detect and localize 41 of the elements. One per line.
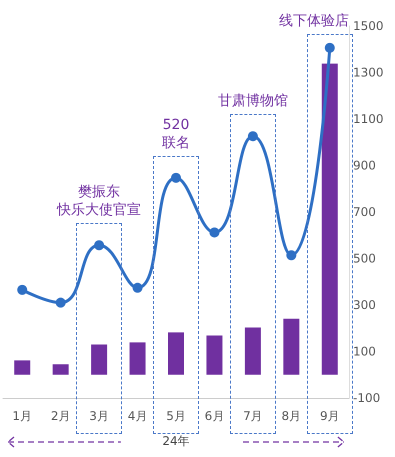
point (209, 227, 220, 238)
point (324, 42, 335, 53)
bar (244, 328, 261, 375)
point (132, 282, 143, 293)
x-tick-label: 4月 (128, 409, 148, 423)
y-tick-label: 1300 (353, 66, 384, 80)
annotation: 甘肃博物馆 (218, 93, 288, 110)
bar (91, 344, 108, 375)
annotation: 520联名 (162, 116, 190, 151)
point (171, 172, 181, 183)
bar (168, 332, 184, 375)
bar (322, 64, 338, 375)
x-tick-label: 7月 (243, 409, 263, 423)
y-tick-label: 500 (353, 252, 376, 266)
y-tick-label: 1100 (353, 112, 384, 126)
bar (14, 360, 30, 375)
y-tick-label: 900 (353, 158, 376, 172)
x-tick-label: 8月 (282, 409, 302, 423)
x-tick-label: 2月 (50, 409, 70, 423)
x-tick-label: 6月 (204, 409, 224, 423)
annotation: 线下体验店 (279, 13, 349, 29)
bar (283, 318, 300, 375)
point (248, 131, 258, 142)
x-tick-label: 9月 (320, 409, 340, 423)
y-tick-label: 700 (353, 205, 376, 219)
x-tick-label: 5月 (166, 409, 186, 423)
point (17, 284, 28, 295)
annotation: 樊振东快乐大使官宣 (56, 184, 142, 218)
y-tick-label: -100 (353, 391, 380, 405)
x-tick-label: 3月 (89, 409, 109, 423)
y-tick-label: 300 (353, 298, 376, 312)
bar (130, 342, 146, 375)
x-axis-title: 24年 (162, 434, 190, 448)
point (56, 298, 66, 308)
point (94, 240, 104, 250)
y-tick-label: 100 (353, 344, 376, 358)
bar (206, 335, 222, 375)
bar (52, 364, 69, 375)
x-tick-label: 1月 (12, 409, 32, 423)
y-tick-label: 1500 (353, 19, 384, 33)
point (286, 250, 296, 260)
